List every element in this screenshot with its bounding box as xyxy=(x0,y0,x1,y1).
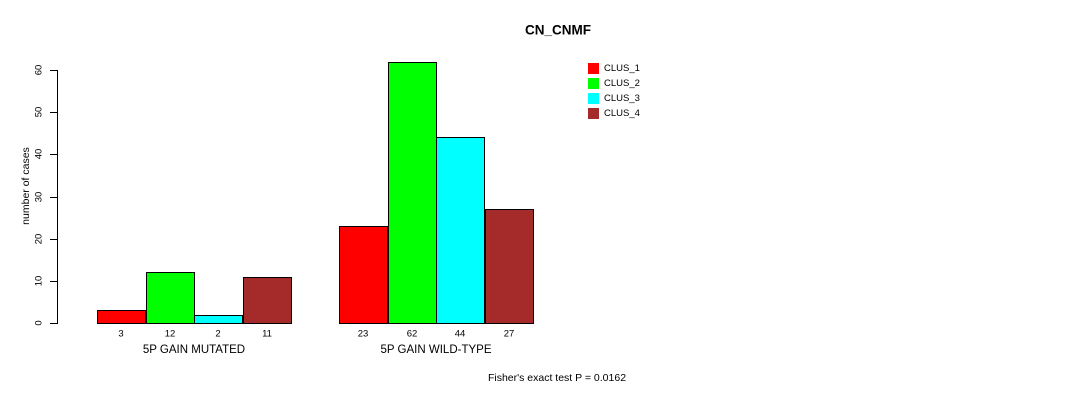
category-label: 5P GAIN WILD-TYPE xyxy=(380,344,492,356)
legend-label-clus-4: CLUS_4 xyxy=(604,108,640,119)
y-axis-tick-label: 0 xyxy=(33,320,45,326)
y-axis-tick-label: 50 xyxy=(33,106,45,118)
legend-swatch-clus-1-icon xyxy=(588,63,599,74)
bar-value-label: 62 xyxy=(406,328,418,340)
bar-clus-4 xyxy=(485,209,534,324)
legend-label-clus-3: CLUS_3 xyxy=(604,93,640,104)
y-axis-tick-label: 30 xyxy=(33,191,45,203)
legend-item-clus-4: CLUS_4 xyxy=(588,106,640,121)
legend-item-clus-3: CLUS_3 xyxy=(588,91,640,106)
y-axis-tick xyxy=(50,197,57,198)
bar-value-label: 44 xyxy=(454,328,466,340)
y-axis-tick xyxy=(50,239,57,240)
bar-clus-1 xyxy=(339,226,388,324)
legend-item-clus-2: CLUS_2 xyxy=(588,76,640,91)
bar-clus-2 xyxy=(146,272,195,324)
bar-value-label: 12 xyxy=(164,328,176,340)
bar-clus-1 xyxy=(97,310,146,324)
legend: CLUS_1 CLUS_2 CLUS_3 CLUS_4 xyxy=(588,61,640,121)
y-axis-tick xyxy=(50,323,57,324)
y-axis-tick xyxy=(50,112,57,113)
y-axis-tick xyxy=(50,70,57,71)
chart-title: CN_CNMF xyxy=(525,22,591,38)
bar-clus-4 xyxy=(243,277,292,324)
bar-clus-3 xyxy=(194,315,243,324)
y-axis-tick xyxy=(50,281,57,282)
y-axis-line xyxy=(57,70,58,324)
bar-clus-2 xyxy=(388,62,437,324)
y-axis-tick-label: 10 xyxy=(33,275,45,287)
bar-value-label: 2 xyxy=(215,328,221,340)
legend-swatch-clus-3-icon xyxy=(588,93,599,104)
y-axis-tick-label: 60 xyxy=(33,64,45,76)
bar-value-label: 27 xyxy=(503,328,515,340)
legend-label-clus-2: CLUS_2 xyxy=(604,78,640,89)
legend-label-clus-1: CLUS_1 xyxy=(604,63,640,74)
y-axis-tick xyxy=(50,154,57,155)
y-axis-tick-label: 40 xyxy=(33,148,45,160)
bar-clus-3 xyxy=(436,137,485,324)
legend-item-clus-1: CLUS_1 xyxy=(588,61,640,76)
bar-value-label: 11 xyxy=(262,328,272,340)
category-label: 5P GAIN MUTATED xyxy=(142,344,246,356)
legend-swatch-clus-4-icon xyxy=(588,108,599,119)
fisher-test-annotation: Fisher's exact test P = 0.0162 xyxy=(487,372,627,384)
legend-swatch-clus-2-icon xyxy=(588,78,599,89)
bar-value-label: 3 xyxy=(118,328,124,340)
bar-value-label: 23 xyxy=(357,328,369,340)
y-axis-tick-label: 20 xyxy=(33,233,45,245)
